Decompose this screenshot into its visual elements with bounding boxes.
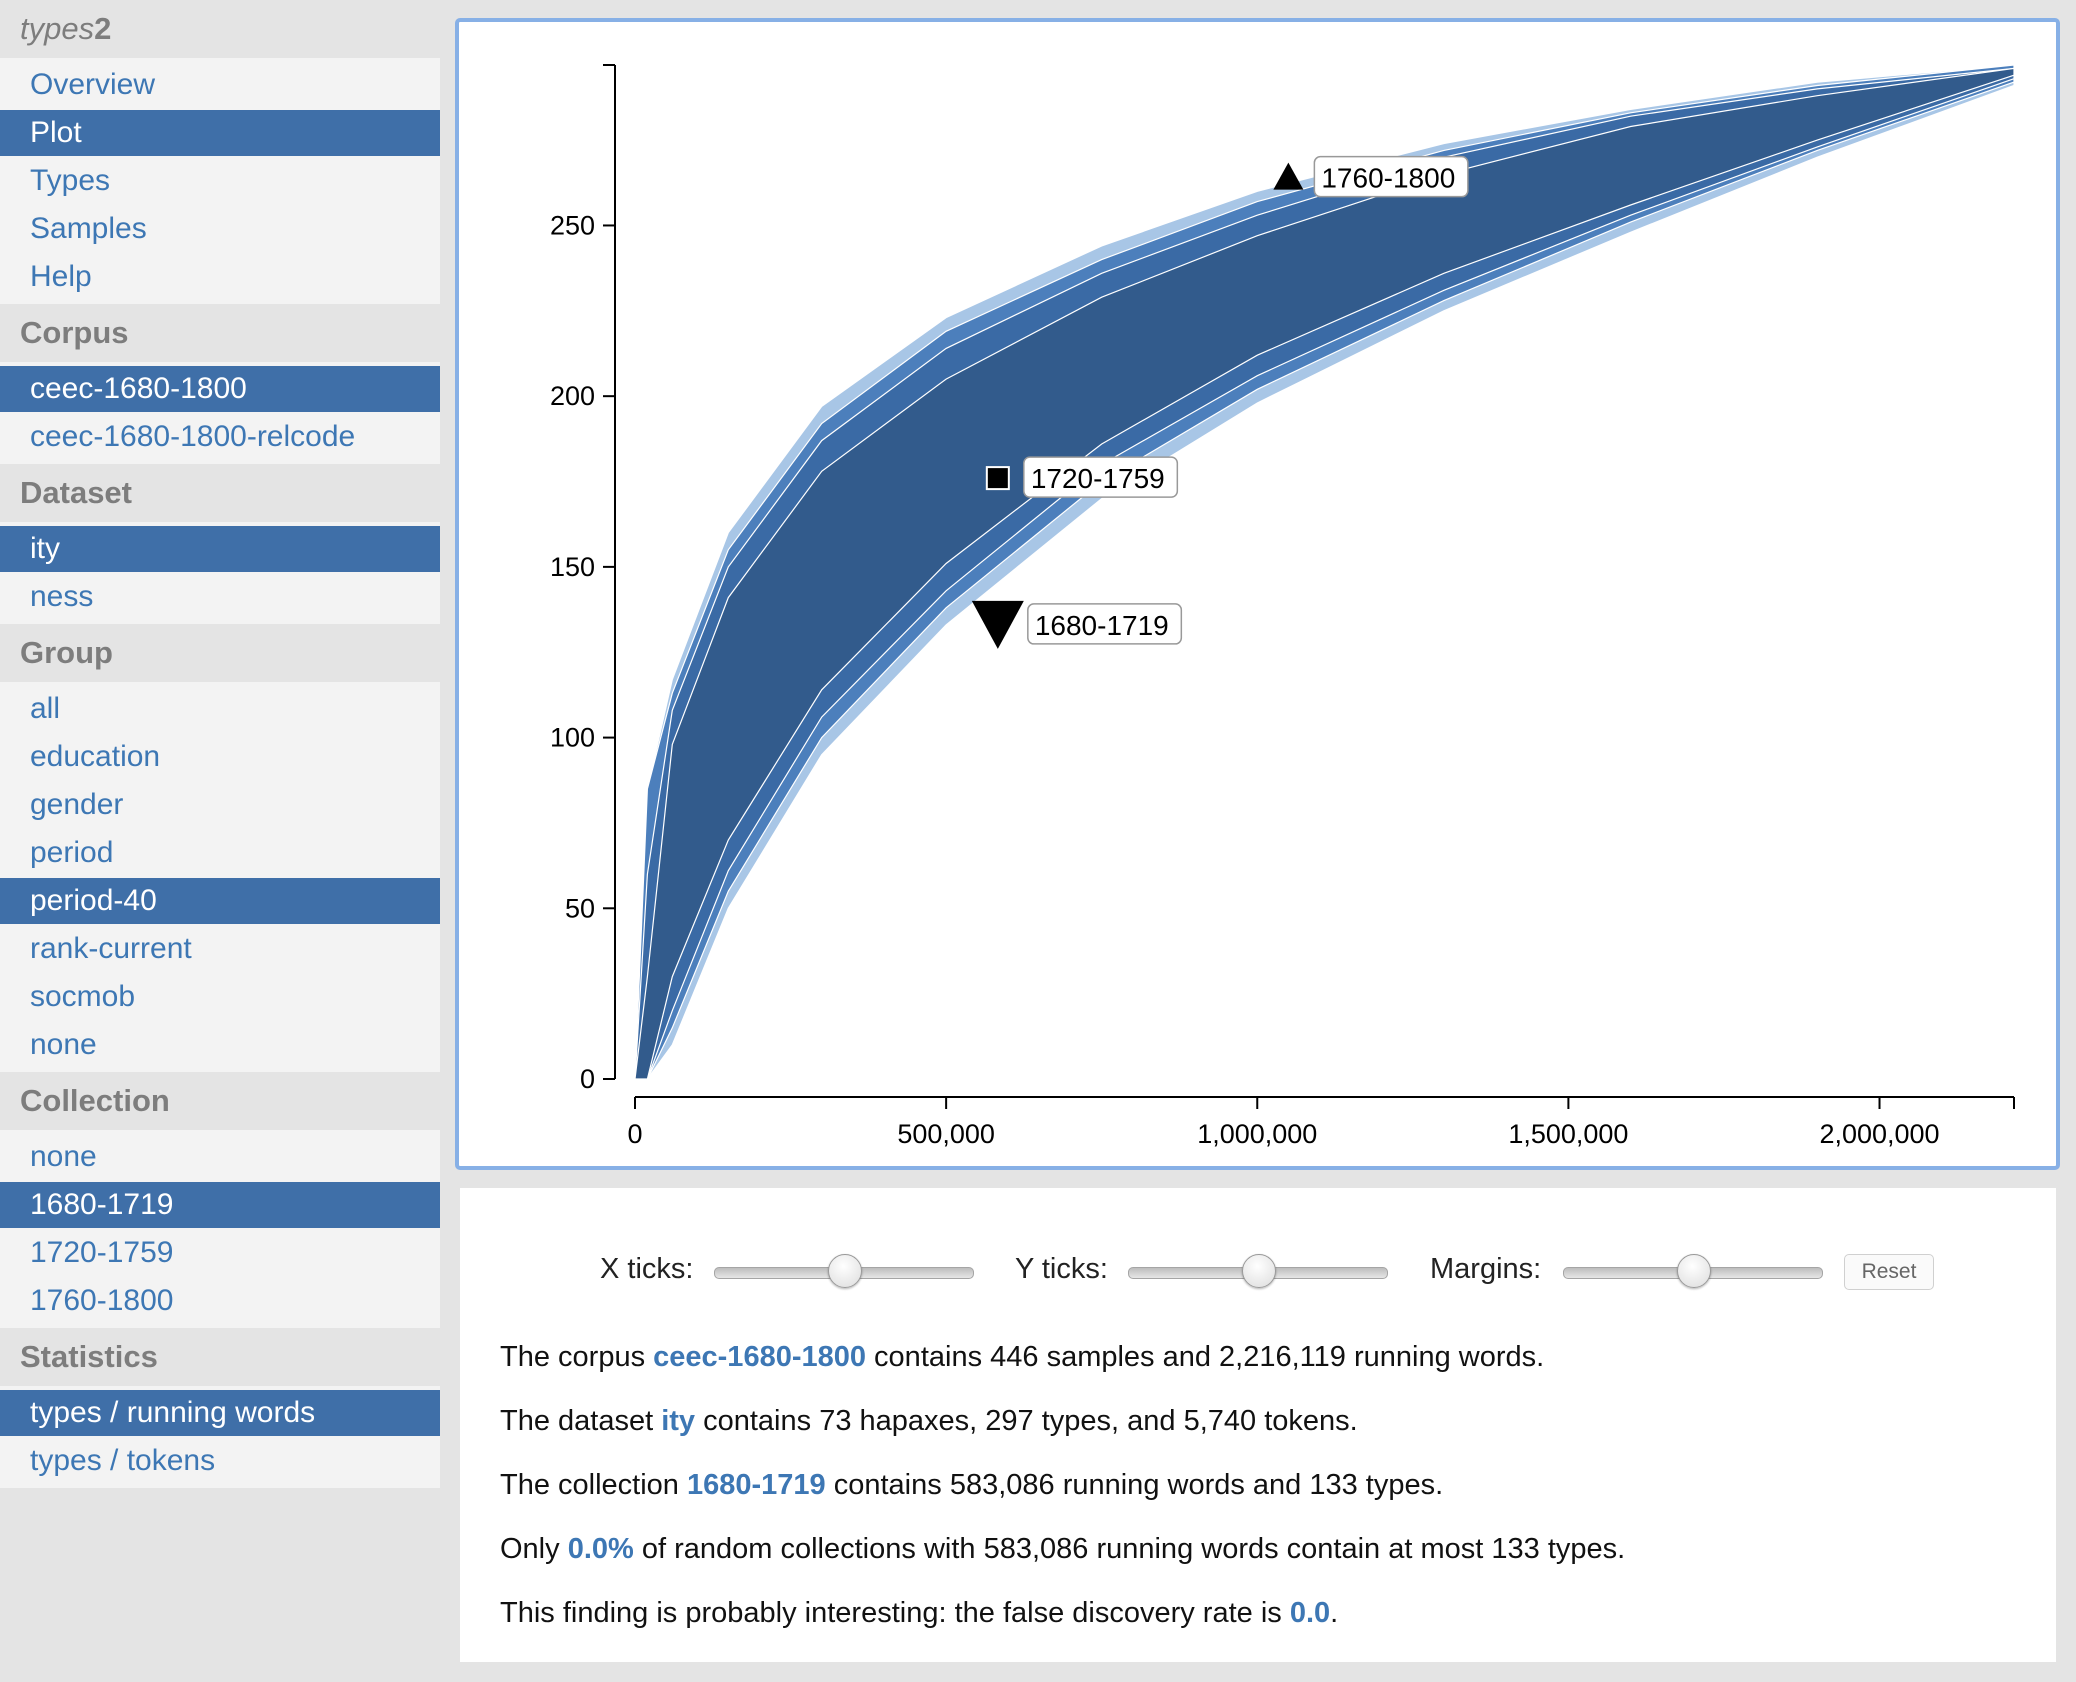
info-text: . bbox=[1330, 1597, 1339, 1629]
info-text: Only bbox=[500, 1533, 568, 1565]
info-text: The collection bbox=[500, 1469, 687, 1501]
info-text: The dataset bbox=[500, 1405, 662, 1437]
controls-row: X ticks: Y ticks: Margins: Reset bbox=[460, 1243, 2056, 1303]
sidebar-item-corpus-ceec-1680-1800[interactable]: ceec-1680-1800 bbox=[0, 366, 440, 412]
info-collection-line: The collection 1680-1719 contains 583,08… bbox=[500, 1469, 1443, 1502]
info-corpus-line: The corpus ceec-1680-1800 contains 446 s… bbox=[500, 1341, 1544, 1374]
margins-slider-knob[interactable] bbox=[1677, 1254, 1711, 1288]
y-ticks-label: Y ticks: bbox=[1015, 1253, 1108, 1285]
y-tick-label: 250 bbox=[550, 210, 595, 240]
marker-label: 1760-1800 bbox=[1321, 163, 1455, 194]
sidebar-item-collection-none[interactable]: none bbox=[30, 1140, 97, 1173]
plot-chart: 0 50 100 150 200 250 0 500,000 1,000,000 1,500,00… bbox=[550, 64, 2015, 1149]
sidebar-item-dataset-ity[interactable]: ity bbox=[0, 526, 440, 572]
section-list-collection: none 1680-1719 1720-1759 1760-1800 bbox=[0, 1130, 440, 1328]
nav-item-plot[interactable]: Plot bbox=[0, 110, 440, 156]
dataset-link[interactable]: ity bbox=[661, 1405, 696, 1437]
y-ticks-slider[interactable] bbox=[1128, 1254, 1388, 1288]
sidebar-item-corpus-ceec-1680-1800-relcode[interactable]: ceec-1680-1800-relcode bbox=[30, 420, 356, 453]
square-marker bbox=[985, 466, 1010, 491]
marker-label: 1680-1719 bbox=[1035, 610, 1169, 641]
margins-label: Margins: bbox=[1430, 1253, 1542, 1285]
corpus-link[interactable]: ceec-1680-1800 bbox=[653, 1341, 866, 1373]
y-ticks-slider-knob[interactable] bbox=[1242, 1254, 1276, 1288]
plot-panel: 0 50 100 150 200 250 0 500,000 1,000,000 1,500,00… bbox=[455, 18, 2060, 1170]
x-tick-label: 1,000,000 bbox=[1197, 1119, 1317, 1149]
sidebar-item-group-all[interactable]: all bbox=[30, 692, 61, 725]
x-ticks-label: X ticks: bbox=[600, 1253, 694, 1285]
x-tick-label: 500,000 bbox=[897, 1119, 995, 1149]
info-text: The corpus bbox=[500, 1341, 654, 1373]
triangle-up-marker bbox=[1273, 162, 1304, 190]
section-list-group: all education gender period period-40 rank-cu… bbox=[0, 682, 440, 1072]
reset-button[interactable]: Reset bbox=[1844, 1254, 1934, 1290]
sidebar-item-group-gender[interactable]: gender bbox=[30, 788, 124, 821]
sidebar-item-dataset-ness[interactable]: ness bbox=[30, 580, 94, 613]
sidebar-item-group-period-40[interactable]: period-40 bbox=[0, 878, 440, 924]
info-text: contains 446 samples and 2,216,119 runni… bbox=[866, 1341, 1545, 1373]
section-header-collection: Collection bbox=[20, 1083, 170, 1118]
margins-slider[interactable] bbox=[1563, 1254, 1823, 1288]
info-text: of random collections with 583,086 runni… bbox=[633, 1533, 1626, 1565]
sidebar-item-statistics-types-tokens[interactable]: types / tokens bbox=[30, 1444, 216, 1477]
marker-label-box bbox=[1313, 155, 1469, 198]
nav-item-samples[interactable]: Samples bbox=[30, 212, 147, 245]
info-text: contains 583,086 running words and 133 t… bbox=[825, 1469, 1444, 1501]
section-list-dataset: ity ness bbox=[0, 522, 440, 624]
nav-item-help[interactable]: Help bbox=[30, 260, 92, 293]
marker-label-box bbox=[1027, 603, 1183, 645]
sidebar-item-group-education[interactable]: education bbox=[30, 740, 161, 773]
info-random-line: Only 0.0% of random collections with 583… bbox=[500, 1533, 1625, 1566]
sidebar-item-group-period[interactable]: period bbox=[30, 836, 114, 869]
info-panel: X ticks: Y ticks: Margins: Reset The cor… bbox=[460, 1188, 2056, 1662]
y-tick-label: 150 bbox=[550, 552, 595, 582]
nav-item-types[interactable]: Types bbox=[30, 164, 111, 197]
y-tick-label: 100 bbox=[550, 723, 595, 753]
x-tick-label: 2,000,000 bbox=[1819, 1119, 1939, 1149]
marker-label: 1720-1759 bbox=[1031, 463, 1165, 494]
nav-item-overview[interactable]: Overview bbox=[30, 68, 156, 101]
section-header-group: Group bbox=[20, 635, 113, 670]
sidebar-item-group-none[interactable]: none bbox=[30, 1028, 97, 1061]
section-list-corpus: ceec-1680-1800 ceec-1680-1800-relcode bbox=[0, 362, 440, 464]
y-tick-label: 0 bbox=[580, 1064, 595, 1094]
y-tick-label: 50 bbox=[565, 893, 595, 923]
collection-link[interactable]: 1680-1719 bbox=[687, 1469, 826, 1501]
x-tick-label: 0 bbox=[627, 1119, 642, 1149]
section-list-statistics: types / running words types / tokens bbox=[0, 1386, 440, 1488]
sidebar: types2 Overview Plot Types Samples Help Corp… bbox=[0, 0, 440, 1682]
y-tick-label: 200 bbox=[550, 381, 595, 411]
section-header-statistics: Statistics bbox=[20, 1339, 158, 1374]
sidebar-item-collection-1720-1759[interactable]: 1720-1759 bbox=[30, 1236, 174, 1269]
sidebar-item-group-socmob[interactable]: socmob bbox=[30, 980, 136, 1013]
band-3 bbox=[634, 67, 2015, 1080]
marker-label-box bbox=[1023, 456, 1179, 498]
app-title: types2 bbox=[20, 11, 112, 46]
sidebar-item-group-rank-current[interactable]: rank-current bbox=[30, 932, 192, 965]
x-ticks-slider-knob[interactable] bbox=[828, 1254, 862, 1288]
x-tick-label: 1,500,000 bbox=[1508, 1119, 1628, 1149]
percentage-link[interactable]: 0.0% bbox=[567, 1533, 634, 1565]
section-header-dataset: Dataset bbox=[20, 475, 132, 510]
info-dataset-line: The dataset ity contains 73 hapaxes, 297… bbox=[500, 1405, 1358, 1438]
info-finding-line: This finding is probably interesting: th… bbox=[500, 1597, 1338, 1630]
fdr-link[interactable]: 0.0 bbox=[1289, 1597, 1331, 1629]
sidebar-item-collection-1760-1800[interactable]: 1760-1800 bbox=[30, 1284, 174, 1317]
x-ticks-slider[interactable] bbox=[714, 1254, 974, 1288]
info-text: This finding is probably interesting: th… bbox=[500, 1597, 1290, 1629]
info-text: contains 73 hapaxes, 297 types, and 5,74… bbox=[695, 1405, 1358, 1437]
sidebar-item-collection-1680-1719[interactable]: 1680-1719 bbox=[0, 1182, 440, 1228]
triangle-down-marker bbox=[971, 600, 1024, 649]
sidebar-item-statistics-types-running-words[interactable]: types / running words bbox=[0, 1390, 440, 1436]
nav-list: Overview Plot Types Samples Help bbox=[0, 58, 440, 304]
section-header-corpus: Corpus bbox=[20, 315, 129, 350]
